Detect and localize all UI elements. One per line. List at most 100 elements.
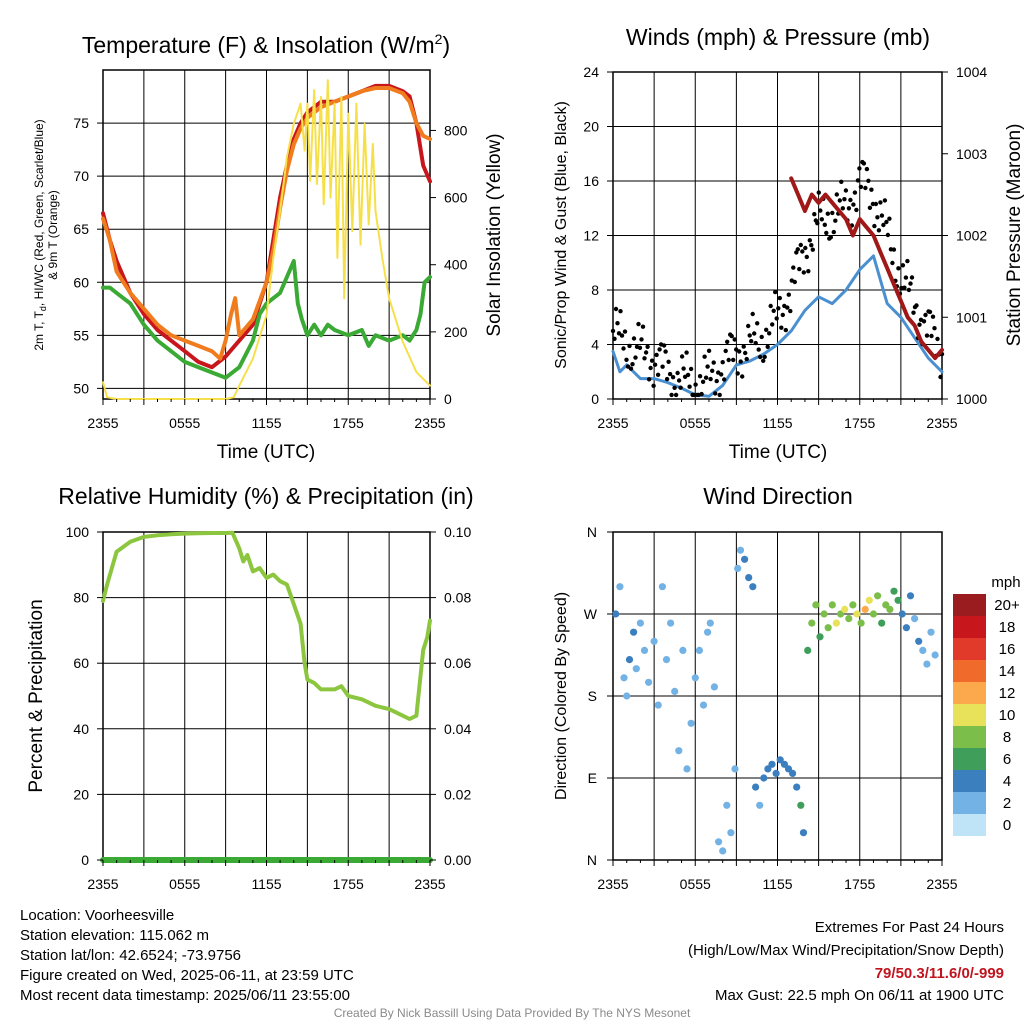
- direction-point: [780, 760, 789, 768]
- legend-swatch: [953, 594, 986, 616]
- x-tick-label: 1155: [762, 876, 792, 892]
- y-tick-label: 0: [591, 391, 599, 407]
- gust-point: [867, 205, 873, 210]
- gust-point: [725, 339, 730, 344]
- direction-point: [793, 783, 801, 791]
- gust-point: [631, 336, 637, 341]
- gust-point: [834, 192, 839, 197]
- direction-point: [756, 801, 764, 809]
- wind-right-ticks: 1000 1001 1002 1003 1004: [942, 64, 987, 407]
- gust-point: [815, 221, 820, 226]
- legend-label: 14: [999, 663, 1016, 680]
- y-tick-label: 40: [73, 721, 89, 737]
- direction-point: [764, 765, 772, 773]
- wind-panel: Winds (mph) & Pressure (mb) 04812162024 …: [553, 24, 1024, 463]
- legend-swatch: [953, 616, 986, 638]
- extremes-subtitle: (High/Low/Max Wind/Precipitation/Snow De…: [688, 942, 1004, 959]
- extremes-values: 79/50.3/11.6/0/-999: [874, 965, 1004, 982]
- y-tick-label: 16: [583, 173, 599, 189]
- gust-point: [651, 383, 656, 388]
- y2-tick-label: 1000: [956, 391, 987, 407]
- direction-point: [683, 765, 691, 773]
- footer-latlon: Station lat/lon: 42.6524; -73.9756: [20, 947, 242, 964]
- y2-tick-label: 1001: [956, 309, 987, 325]
- direction-tick-label: W: [584, 606, 598, 622]
- gust-point: [664, 376, 670, 382]
- direction-point: [736, 546, 745, 554]
- gust-point: [717, 392, 722, 398]
- y-tick-label: 75: [73, 115, 89, 131]
- gust-point: [746, 323, 751, 329]
- gust-point: [756, 347, 761, 352]
- direction-point: [715, 838, 723, 846]
- gust-point: [887, 216, 892, 221]
- extremes-title: Extremes For Past 24 Hours: [814, 919, 1004, 936]
- gust-point: [618, 309, 623, 314]
- y2-tick-label: 200: [444, 324, 468, 340]
- gust-point: [687, 384, 692, 389]
- legend-swatch: [953, 770, 986, 792]
- gust-point: [879, 213, 885, 218]
- direction-point: [630, 628, 638, 636]
- legend-label: 18: [999, 619, 1016, 636]
- temp-y-axis-label: 2m T, Td, HI/WC (Red, Green, Scarlet/Blu…: [32, 119, 48, 350]
- direction-point: [927, 628, 935, 636]
- rh-chart-title: Relative Humidity (%) & Precipitation (i…: [58, 483, 473, 509]
- temp-x-axis-label: Time (UTC): [217, 442, 316, 463]
- wind-x-axis-label: Time (UTC): [729, 442, 828, 463]
- direction-point: [857, 619, 865, 627]
- gust-point: [735, 371, 740, 376]
- direction-point: [623, 692, 631, 700]
- direction-point: [636, 619, 645, 627]
- x-tick-label: 2355: [926, 876, 957, 892]
- gust-point: [861, 161, 867, 166]
- wdir-chart-title: Wind Direction: [703, 483, 853, 509]
- gust-point: [806, 269, 811, 274]
- gust-point: [900, 263, 906, 268]
- y2-tick-label: 1003: [956, 146, 987, 162]
- gust-point: [675, 370, 680, 376]
- gust-point: [924, 333, 930, 338]
- y-tick-label: 70: [73, 168, 89, 184]
- gust-point: [864, 166, 870, 172]
- gust-point: [779, 325, 784, 330]
- gust-point: [732, 337, 737, 342]
- gust-point: [890, 260, 895, 266]
- gust-point: [911, 310, 916, 315]
- gust-point: [773, 289, 778, 295]
- gust-point: [885, 232, 891, 238]
- gust-point: [642, 356, 647, 361]
- direction-point: [797, 801, 805, 809]
- temp-series: [101, 79, 432, 400]
- gust-point: [851, 202, 856, 207]
- direction-point: [671, 687, 679, 696]
- direction-point: [719, 847, 727, 855]
- gust-point: [846, 206, 852, 211]
- gust-point: [652, 362, 658, 367]
- credit-line: Created By Nick Bassill Using Data Provi…: [333, 1006, 691, 1020]
- gust-point: [840, 206, 845, 211]
- gust-point: [655, 372, 661, 377]
- direction-point: [902, 624, 911, 632]
- direction-point: [894, 596, 902, 604]
- relative-humidity-line: [101, 530, 432, 721]
- x-tick-label: 0555: [169, 415, 200, 431]
- gust-point: [648, 365, 653, 371]
- gust-point: [666, 359, 671, 364]
- wdir-left-ticks: N E S W N: [584, 524, 613, 868]
- gust-point: [798, 242, 803, 248]
- wind-y2-axis-label: Station Pressure (Maroon): [1004, 124, 1024, 347]
- gust-point: [876, 228, 882, 233]
- y2-tick-label: 1004: [956, 64, 987, 80]
- wdir-grid: [613, 532, 942, 860]
- direction-point: [616, 583, 624, 591]
- gust-point: [863, 185, 868, 191]
- gust-point: [896, 266, 901, 271]
- gust-point: [881, 222, 886, 228]
- y2-tick-label: 0.04: [444, 721, 471, 737]
- direction-point: [662, 656, 671, 664]
- direction-point: [886, 605, 894, 614]
- direction-point: [849, 601, 857, 609]
- y-tick-label: 24: [583, 64, 599, 80]
- gust-point: [761, 358, 766, 363]
